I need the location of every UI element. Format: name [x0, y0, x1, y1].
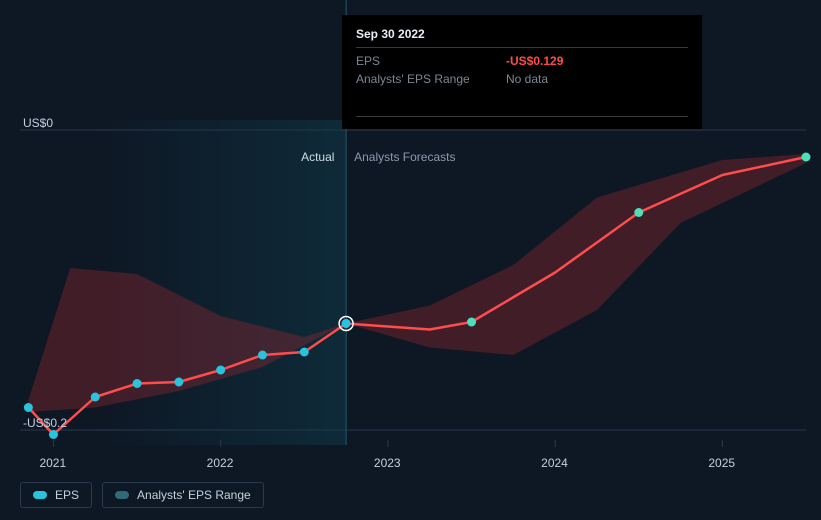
legend-item-range[interactable]: Analysts' EPS Range: [102, 482, 264, 508]
x-axis-label: 2025: [708, 456, 735, 470]
tooltip-key: EPS: [356, 54, 506, 68]
legend-swatch: [115, 491, 129, 499]
eps-chart: Sep 30 2022 EPS -US$0.129 Analysts' EPS …: [0, 0, 821, 520]
tooltip-row-eps: EPS -US$0.129: [356, 52, 688, 70]
plot-area[interactable]: Actual Analysts Forecasts US$0-US$0.2202…: [20, 120, 806, 445]
region-label-forecast: Analysts Forecasts: [354, 150, 455, 164]
y-axis-label: -US$0.2: [23, 416, 67, 430]
x-axis-label: 2023: [374, 456, 401, 470]
tooltip-value: -US$0.129: [506, 54, 563, 68]
y-axis-label: US$0: [23, 116, 53, 130]
legend-label: Analysts' EPS Range: [137, 488, 251, 502]
region-label-actual: Actual: [301, 150, 334, 164]
tooltip-value: No data: [506, 72, 548, 86]
legend-swatch: [33, 491, 47, 499]
legend-label: EPS: [55, 488, 79, 502]
x-axis-label: 2021: [39, 456, 66, 470]
tooltip-row-range: Analysts' EPS Range No data: [356, 70, 688, 88]
tooltip-date: Sep 30 2022: [356, 27, 688, 48]
chart-legend: EPS Analysts' EPS Range: [20, 482, 264, 508]
chart-svg: [20, 120, 806, 445]
chart-tooltip: Sep 30 2022 EPS -US$0.129 Analysts' EPS …: [342, 15, 702, 129]
x-axis-label: 2022: [207, 456, 234, 470]
legend-item-eps[interactable]: EPS: [20, 482, 92, 508]
tooltip-key: Analysts' EPS Range: [356, 72, 506, 86]
x-axis-label: 2024: [541, 456, 568, 470]
